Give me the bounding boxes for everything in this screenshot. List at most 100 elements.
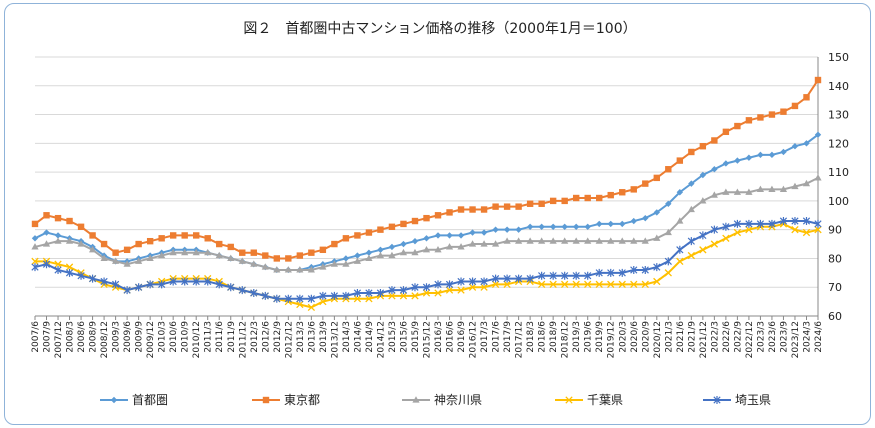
data-point-1-30 <box>377 226 384 233</box>
data-point-2-11 <box>158 251 166 259</box>
data-point-1-56 <box>676 157 684 164</box>
legend-marker-4 <box>713 396 721 404</box>
data-point-4-65 <box>779 217 788 226</box>
data-point-2-56 <box>676 217 684 224</box>
x-tick-label-67: 2024/3 <box>802 321 812 353</box>
data-point-2-20 <box>261 263 269 270</box>
legend-item-3: 千葉県 <box>555 393 623 407</box>
data-point-2-65 <box>779 185 788 192</box>
data-point-1-27 <box>342 235 350 242</box>
data-point-1-64 <box>768 111 776 118</box>
data-point-1-37 <box>457 206 465 213</box>
data-point-3-48 <box>584 280 592 289</box>
data-point-1-49 <box>596 194 603 202</box>
data-point-3-38 <box>468 283 477 291</box>
data-point-4-17 <box>227 283 235 292</box>
data-point-2-67 <box>802 179 811 187</box>
y-tick-label-80: 80 <box>828 252 842 265</box>
data-point-1-16 <box>216 240 223 248</box>
data-point-1-50 <box>607 191 614 199</box>
data-point-2-62 <box>745 188 753 195</box>
y-tick-label-90: 90 <box>828 224 842 237</box>
data-point-0-49 <box>596 220 603 228</box>
data-point-2-2 <box>54 237 62 244</box>
x-tick-label-5: 2008/9 <box>89 321 99 353</box>
data-point-2-28 <box>353 257 362 264</box>
data-point-1-8 <box>123 246 131 254</box>
data-point-3-62 <box>745 226 753 234</box>
legend-marker-1 <box>262 396 270 404</box>
x-tick-label-16: 2011/6 <box>215 321 225 353</box>
data-point-2-15 <box>204 248 212 256</box>
data-point-4-53 <box>641 265 649 274</box>
data-point-4-35 <box>434 280 442 289</box>
x-tick-label-17: 2011/9 <box>227 321 237 353</box>
data-point-2-10 <box>146 254 154 262</box>
data-point-3-37 <box>457 286 465 294</box>
data-point-1-10 <box>146 237 154 245</box>
x-tick-label-3: 2008/3 <box>66 321 76 353</box>
data-point-2-3 <box>65 237 74 244</box>
y-tick-label-150: 150 <box>828 51 849 64</box>
data-point-4-62 <box>745 219 753 228</box>
x-tick-label-12: 2010/6 <box>169 321 179 353</box>
data-point-1-19 <box>250 249 257 256</box>
data-point-4-34 <box>422 283 431 292</box>
data-point-2-57 <box>687 205 695 213</box>
data-point-1-18 <box>239 249 246 256</box>
data-point-1-20 <box>262 252 269 259</box>
data-point-3-31 <box>388 292 396 300</box>
data-point-0-52 <box>630 217 637 225</box>
data-point-2-6 <box>100 254 108 262</box>
data-point-2-0 <box>31 243 39 250</box>
x-tick-label-64: 2023/6 <box>768 321 778 353</box>
legend-item-4: 埼玉県 <box>703 393 771 407</box>
data-point-2-34 <box>422 246 431 253</box>
data-point-4-5 <box>88 274 97 283</box>
data-point-0-44 <box>538 223 545 230</box>
x-tick-label-20: 2012/6 <box>261 321 271 353</box>
data-point-2-16 <box>215 251 223 259</box>
data-point-4-27 <box>342 291 350 300</box>
data-point-0-48 <box>584 223 591 230</box>
data-point-1-26 <box>331 240 338 248</box>
data-point-2-61 <box>733 188 741 195</box>
data-point-1-53 <box>642 180 649 187</box>
data-point-3-56 <box>676 257 684 265</box>
data-point-1-22 <box>285 255 292 262</box>
legend-label-3: 千葉県 <box>587 393 623 407</box>
data-point-0-34 <box>423 235 430 242</box>
data-point-4-4 <box>77 271 85 280</box>
data-point-3-45 <box>549 280 557 289</box>
data-point-4-18 <box>238 286 246 295</box>
x-tick-label-33: 2015/9 <box>411 321 421 353</box>
data-point-1-39 <box>480 206 488 213</box>
data-point-2-30 <box>376 251 385 259</box>
data-point-3-35 <box>434 289 442 297</box>
series-line-1 <box>34 79 819 260</box>
data-point-1-17 <box>227 243 234 251</box>
x-tick-label-21: 2012/9 <box>273 321 283 353</box>
data-point-4-68 <box>814 219 822 228</box>
data-point-4-29 <box>365 288 373 297</box>
data-point-2-36 <box>445 243 454 250</box>
data-point-1-51 <box>619 189 626 196</box>
data-point-3-51 <box>618 280 626 289</box>
data-point-3-66 <box>791 226 799 234</box>
x-tick-label-34: 2015/12 <box>423 321 433 358</box>
data-point-4-30 <box>376 288 385 297</box>
data-point-1-45 <box>549 197 557 205</box>
data-point-0-51 <box>619 220 626 228</box>
data-point-4-42 <box>514 274 523 283</box>
data-point-4-66 <box>791 217 799 226</box>
series-2 <box>31 174 822 273</box>
data-point-4-16 <box>215 280 223 289</box>
x-tick-label-39: 2017/3 <box>480 321 490 353</box>
data-point-3-61 <box>733 228 742 237</box>
y-tick-label-60: 60 <box>828 310 842 323</box>
y-axis: 60 70 80 90 100 110 120 130 140 150 <box>817 51 849 323</box>
data-point-0-63 <box>757 151 764 159</box>
data-point-0-50 <box>607 220 614 228</box>
data-point-2-13 <box>181 248 189 256</box>
